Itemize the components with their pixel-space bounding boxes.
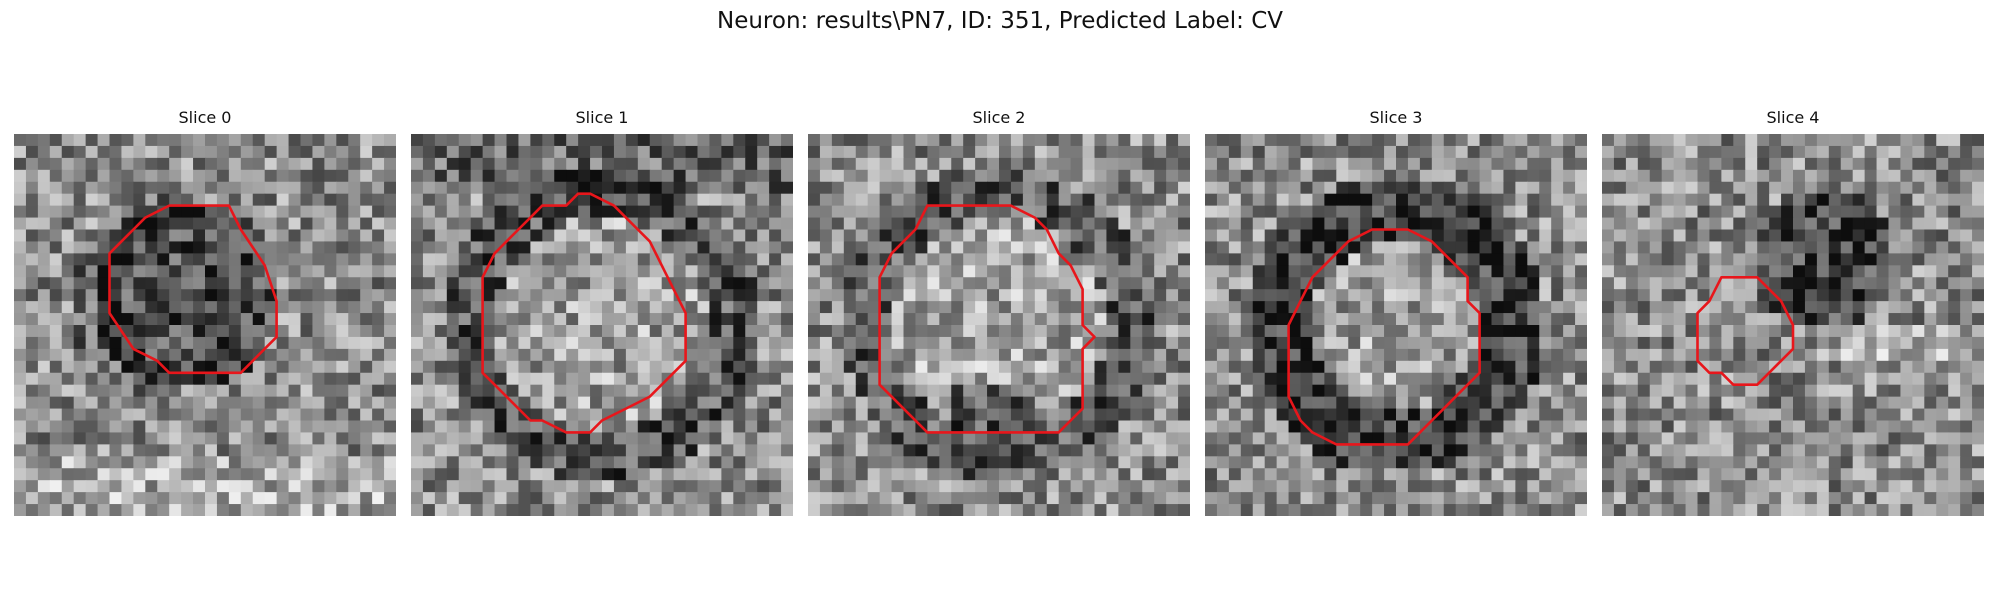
slice-title: Slice 4 [1766,108,1820,127]
slice-title: Slice 2 [972,108,1026,127]
figure-title: Neuron: results\PN7, ID: 351, Predicted … [717,8,1283,34]
slice-title: Slice 3 [1369,108,1423,127]
slice-image [1602,134,1984,516]
segmentation-contour [108,204,278,375]
segmentation-contour [1287,228,1481,446]
slice-image [1205,134,1587,516]
segmentation-contour [1696,276,1795,386]
slice-image [808,134,1190,516]
segmentation-contour [481,192,687,434]
slice-image [14,134,396,516]
slice-title: Slice 1 [575,108,629,127]
segmentation-contour [878,204,1096,434]
slice-image [411,134,793,516]
slice-title: Slice 0 [178,108,232,127]
